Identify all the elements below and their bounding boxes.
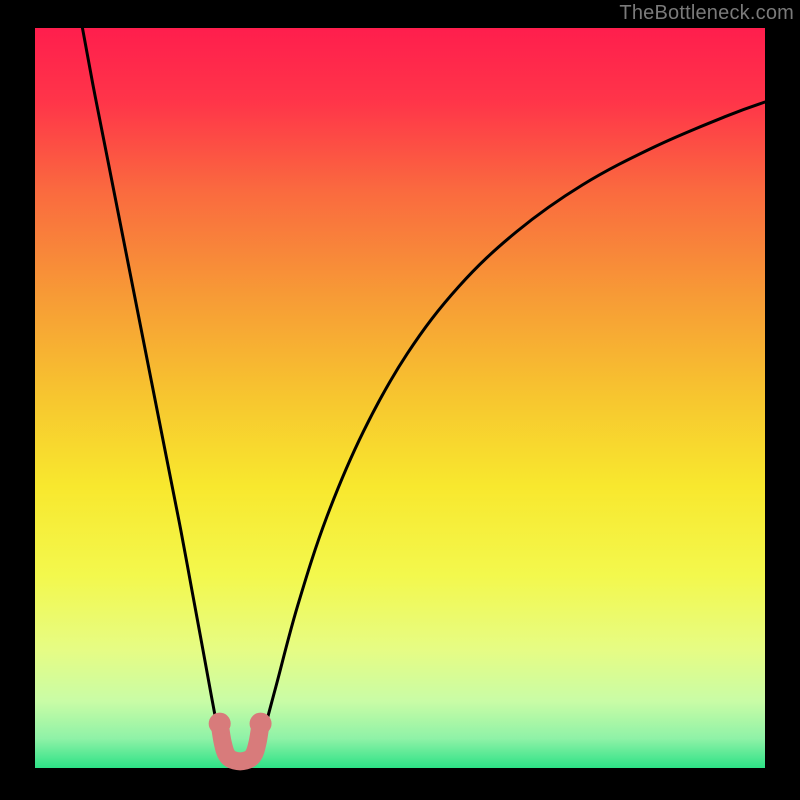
- bottleneck-chart-svg: [0, 0, 800, 800]
- valley-highlight-dot-right: [250, 713, 272, 735]
- chart-canvas: TheBottleneck.com: [0, 0, 800, 800]
- plot-area: [35, 28, 765, 768]
- valley-highlight-dot-left: [209, 713, 231, 735]
- watermark-text: TheBottleneck.com: [619, 2, 794, 25]
